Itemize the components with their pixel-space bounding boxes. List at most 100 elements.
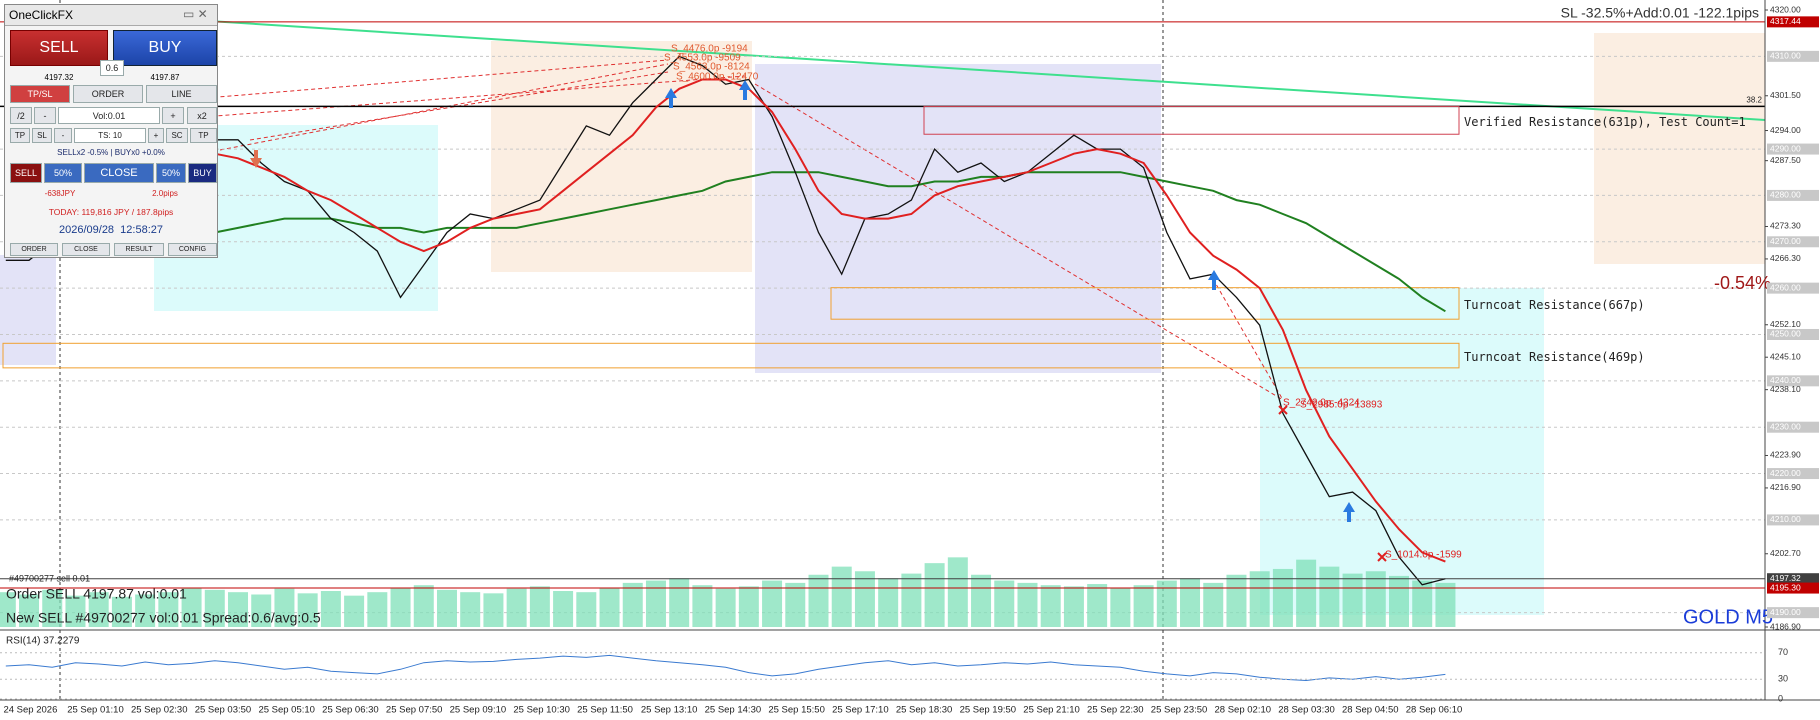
level-label: 4190.00 (1770, 607, 1801, 617)
volume-bar (947, 557, 968, 627)
tab-order[interactable]: ORDER (73, 85, 143, 103)
footer-button[interactable]: RESULT (114, 243, 164, 256)
resistance-zone (2, 342, 1460, 369)
level-label: 4210.00 (1770, 514, 1801, 524)
volume-bar (274, 588, 295, 627)
close-half[interactable]: 50% (44, 163, 82, 183)
level-label: 4290.00 (1770, 143, 1801, 153)
volume-bar (785, 582, 806, 627)
rsi-tick-label: 70 (1778, 647, 1788, 657)
volume-bar (1133, 585, 1154, 627)
fan-line (754, 83, 1284, 401)
buy-button[interactable]: BUY (113, 30, 217, 66)
tab-tpsl[interactable]: TP/SL (10, 85, 70, 103)
close-half[interactable]: 50% (156, 163, 186, 183)
volume-bar (1063, 586, 1084, 627)
ts-input[interactable]: TS: 10 (74, 128, 146, 143)
price-label: 4317.44 (1770, 16, 1801, 26)
session-zone (0, 255, 56, 365)
fan-line (1212, 278, 1284, 401)
tp-button[interactable]: TP (190, 128, 217, 143)
volume-bar (1156, 580, 1177, 627)
lot-input[interactable]: Vol:0.01 (58, 107, 160, 124)
volume-bar (1110, 587, 1131, 627)
volume-bar (1296, 559, 1317, 627)
volume-bar (344, 595, 365, 627)
volume-bar (1319, 566, 1340, 627)
level-label: 4260.00 (1770, 282, 1801, 292)
level-box (1767, 468, 1819, 480)
y-tick-label: 4320.00 (1770, 4, 1801, 14)
level-box (1767, 50, 1819, 62)
volume-bar (994, 580, 1015, 627)
x-tick-label: 25 Sep 10:30 (513, 705, 570, 716)
tp-button[interactable]: TP (10, 128, 30, 143)
sc-button[interactable]: SC (166, 128, 188, 143)
volume-bar (1342, 573, 1363, 627)
sell-button[interactable]: SELL (10, 30, 108, 66)
volume-bar (924, 563, 945, 627)
volume-bar (390, 587, 411, 627)
lot-half[interactable]: /2 (10, 107, 32, 124)
volume-bar (599, 587, 620, 627)
buy-arrow (1208, 270, 1220, 290)
volume-bar (1017, 582, 1038, 627)
volume-bar (506, 588, 527, 627)
lot-plus[interactable]: + (162, 107, 184, 124)
level-box (1767, 236, 1819, 248)
y-tick-label: 4238.10 (1770, 384, 1801, 394)
footer-button[interactable]: CONFIG (168, 243, 217, 256)
sl-button[interactable]: SL (32, 128, 52, 143)
oneclick-panel: OneClickFX ▭ ✕ SELL BUY 0.6 4197.32 4197… (4, 4, 218, 258)
close-all[interactable]: CLOSE (84, 163, 154, 183)
close-sell[interactable]: SELL (10, 163, 42, 183)
window-control[interactable]: ▭ ✕ (183, 7, 208, 21)
x-tick-label: 25 Sep 05:10 (258, 705, 315, 716)
level-box (1767, 143, 1819, 155)
volume-bar (88, 592, 109, 627)
close-buy[interactable]: BUY (188, 163, 217, 183)
pips: 2.0pips (152, 189, 178, 198)
lot-double[interactable]: x2 (187, 107, 217, 124)
level-label: 4220.00 (1770, 468, 1801, 478)
volume-bar (692, 585, 713, 627)
volume-bar (367, 592, 388, 627)
y-tick-label: 4273.30 (1770, 221, 1801, 231)
trade-annotation: S_4600.0p -12470 (676, 72, 759, 83)
volume-bar (483, 593, 504, 627)
volume-bar (738, 586, 759, 627)
volume-bar (622, 582, 643, 627)
tab-line[interactable]: LINE (146, 85, 217, 103)
footer-button[interactable]: CLOSE (62, 243, 110, 256)
buy-arrow (1343, 502, 1355, 522)
volume-bar (251, 594, 272, 627)
lot-minus[interactable]: - (34, 107, 56, 124)
ts-plus[interactable]: + (148, 128, 164, 143)
price-line (5, 55, 1446, 586)
trade-annotation: S_4553.0p -9509 (664, 53, 741, 64)
bid-price: 4197.32 (44, 73, 74, 82)
level-box (1767, 375, 1819, 387)
trade-annotation: S_2985.0p -13893 (1300, 400, 1383, 411)
ts-minus[interactable]: - (54, 128, 72, 143)
order-info: #49700277 sell 0.01 (9, 573, 90, 583)
x-tick-label: 28 Sep 04:50 (1342, 705, 1399, 716)
rsi-tick-label: 0 (1778, 693, 1783, 703)
volume-bar (0, 592, 16, 627)
volume-bar (1226, 574, 1247, 627)
volume-bar (228, 592, 249, 627)
session-zone (755, 64, 1161, 373)
trade-markers (250, 80, 1387, 562)
trade-annotation: S_1014.0p -1599 (1385, 550, 1462, 561)
level-box (1767, 514, 1819, 526)
zone-label: Turncoat Resistance(667p) (1464, 298, 1645, 312)
level-label: 4280.00 (1770, 190, 1801, 200)
volume-bar (204, 589, 225, 627)
clock: 2026/09/28 12:58:27 (59, 224, 163, 236)
footer-button[interactable]: ORDER (10, 243, 58, 256)
x-tick-label: 25 Sep 03:50 (195, 705, 252, 716)
trade-annotation: S_4563.0p -8124 (673, 62, 750, 73)
volume-bar (669, 578, 690, 627)
level-box (1767, 421, 1819, 433)
